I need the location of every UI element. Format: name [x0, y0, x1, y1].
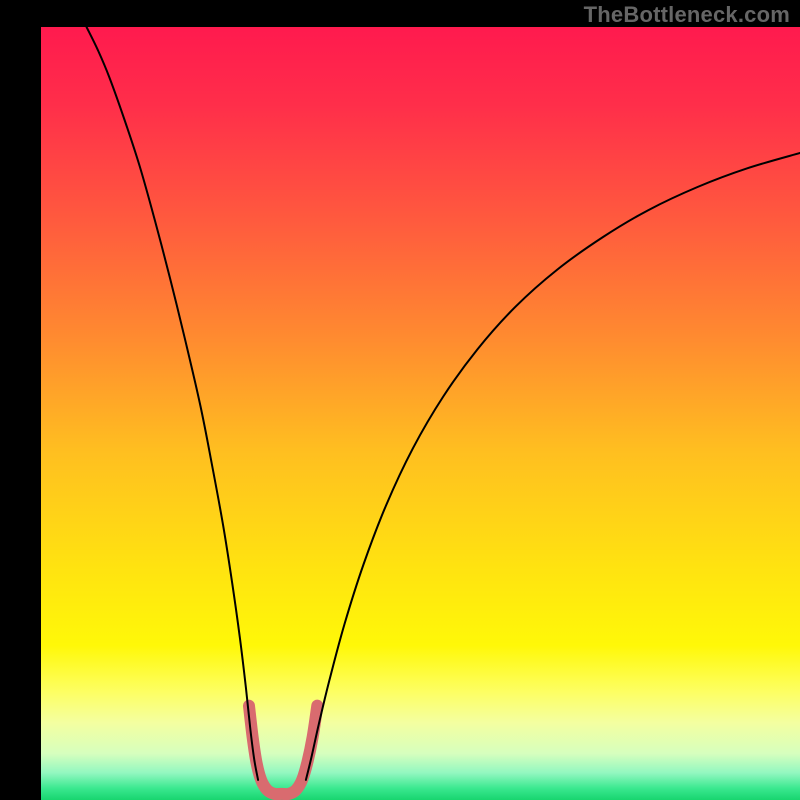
plot-area	[41, 27, 800, 800]
gradient-background	[41, 27, 800, 800]
watermark-text: TheBottleneck.com	[584, 2, 790, 28]
plot-svg	[41, 27, 800, 800]
chart-frame: TheBottleneck.com	[0, 0, 800, 800]
